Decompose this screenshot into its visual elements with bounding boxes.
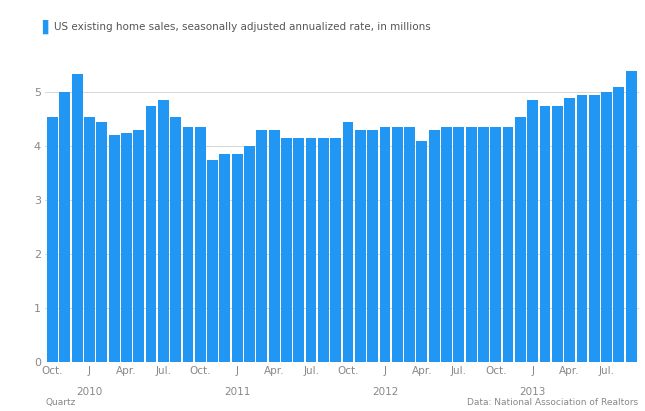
Bar xyxy=(330,138,341,362)
Bar xyxy=(466,127,477,362)
Bar xyxy=(527,100,538,362)
Bar xyxy=(515,117,526,362)
Bar xyxy=(108,136,119,362)
Bar xyxy=(379,127,390,362)
Bar xyxy=(355,130,366,362)
Text: 2013: 2013 xyxy=(519,387,546,397)
Bar xyxy=(219,155,230,362)
Bar xyxy=(207,160,218,362)
Bar xyxy=(59,92,70,362)
Text: US existing home sales, seasonally adjusted annualized rate, in millions: US existing home sales, seasonally adjus… xyxy=(54,22,430,32)
Text: ▌: ▌ xyxy=(42,20,52,34)
Bar xyxy=(540,106,550,362)
Bar xyxy=(318,138,329,362)
Bar xyxy=(552,106,562,362)
Bar xyxy=(158,100,169,362)
Bar xyxy=(195,127,206,362)
Bar xyxy=(244,146,255,362)
Text: 2011: 2011 xyxy=(224,387,250,397)
Bar xyxy=(441,127,452,362)
Bar xyxy=(134,130,144,362)
Bar xyxy=(589,95,600,362)
Bar xyxy=(478,127,489,362)
Bar xyxy=(417,141,427,362)
Bar xyxy=(84,117,95,362)
Bar xyxy=(613,87,624,362)
Bar xyxy=(392,127,402,362)
Bar xyxy=(257,130,267,362)
Bar xyxy=(404,127,415,362)
Bar xyxy=(72,74,83,362)
Bar xyxy=(502,127,513,362)
Bar xyxy=(577,95,588,362)
Bar xyxy=(626,71,637,362)
Bar xyxy=(429,130,440,362)
Bar xyxy=(306,138,317,362)
Bar xyxy=(281,138,292,362)
Bar xyxy=(47,117,58,362)
Bar xyxy=(293,138,304,362)
Bar xyxy=(601,92,612,362)
Text: 2010: 2010 xyxy=(76,387,103,397)
Bar xyxy=(232,155,243,362)
Bar xyxy=(269,130,279,362)
Bar xyxy=(453,127,464,362)
Bar xyxy=(564,98,575,362)
Text: Quartz: Quartz xyxy=(45,398,75,407)
Text: 2012: 2012 xyxy=(372,387,398,397)
Bar xyxy=(342,122,353,362)
Bar xyxy=(121,133,132,362)
Bar xyxy=(170,117,181,362)
Bar xyxy=(490,127,501,362)
Bar xyxy=(183,127,194,362)
Bar xyxy=(96,122,107,362)
Text: Data: National Association of Realtors: Data: National Association of Realtors xyxy=(468,398,639,407)
Bar xyxy=(146,106,157,362)
Bar xyxy=(367,130,378,362)
